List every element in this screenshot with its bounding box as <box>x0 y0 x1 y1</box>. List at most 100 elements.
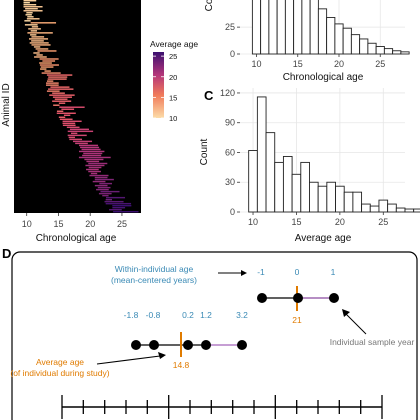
heatmap-row <box>68 136 75 139</box>
heatmap-row <box>79 150 105 153</box>
heatmap-row <box>81 148 101 151</box>
heatmap-row <box>25 8 38 10</box>
heatmap-row <box>67 130 94 133</box>
hist2-x-axis-label: Average age <box>295 233 352 244</box>
legend-tick-label: 15 <box>169 93 177 102</box>
heatmap-row <box>112 206 126 209</box>
heatmap-row <box>46 84 59 86</box>
heatmap-x-tick-label: 20 <box>85 219 95 229</box>
heatmap-row <box>58 102 66 104</box>
heatmap-row <box>46 74 73 76</box>
heatmap-row <box>27 32 53 34</box>
heatmap-x-tick-label: 10 <box>22 219 32 229</box>
heatmap-row <box>105 202 132 205</box>
histogram-bar <box>383 48 394 55</box>
heatmap-row <box>99 182 112 185</box>
legend-tick-label: 10 <box>169 114 177 123</box>
heatmap-row <box>109 208 122 211</box>
upper-mean-value: 21 <box>292 315 302 325</box>
heatmap-row <box>92 180 106 183</box>
heatmap-row <box>70 132 78 135</box>
heatmap-row <box>25 14 32 16</box>
histogram-bar <box>400 51 410 55</box>
heatmap-row <box>112 204 132 207</box>
histogram-bar <box>334 23 344 55</box>
heatmap-row <box>34 56 47 58</box>
histogram-bar <box>342 27 352 55</box>
heatmap-row <box>69 138 83 141</box>
heatmap-row <box>41 72 61 74</box>
histogram-bar <box>361 203 371 213</box>
within-age-label-line2: (mean-centered years) <box>111 275 197 285</box>
average-age-arrowhead <box>158 352 166 359</box>
heatmap-row <box>102 194 109 197</box>
hist2-y-axis-label: Count <box>199 138 210 165</box>
panel-c-label: C <box>204 88 214 103</box>
hist2-bars <box>248 96 420 213</box>
histogram-bar <box>317 185 328 213</box>
histogram-bar <box>369 205 380 213</box>
heatmap-row <box>59 118 73 121</box>
heatmap-row <box>23 2 30 4</box>
heatmap-row <box>49 94 75 96</box>
histogram-bar <box>395 207 406 213</box>
histogram-bar <box>282 155 293 213</box>
heatmap-row <box>90 172 98 175</box>
hist1-x-axis-label: Chronological age <box>283 72 364 83</box>
y-tick-label: 0 <box>230 207 235 217</box>
lower-sample-point-1 <box>131 340 141 350</box>
y-tick-label: 0 <box>230 49 235 59</box>
heatmap-row <box>40 68 47 70</box>
x-tick-label: 20 <box>334 59 344 69</box>
panel-heatmap: 10 15 20 25 Chronological age Animal ID <box>1 0 141 244</box>
histogram-bar <box>284 0 295 55</box>
timeline-ticks <box>61 395 383 419</box>
heatmap-row <box>29 38 49 40</box>
histogram-bar <box>375 46 385 55</box>
histogram-bar <box>260 0 270 55</box>
heatmap-row <box>82 154 102 157</box>
lower-value-3: 0.2 <box>182 310 194 320</box>
histogram-bar <box>392 50 402 55</box>
heatmap-row <box>35 48 49 50</box>
histogram-bar <box>248 150 258 213</box>
histogram-bar <box>387 203 397 213</box>
heatmap-row <box>67 134 87 137</box>
heatmap-row <box>63 114 71 116</box>
upper-value-1: -1 <box>257 267 265 277</box>
panel-d-schematic: D Within-individual age (mean-centered y… <box>2 246 418 420</box>
heatmap-row <box>23 6 43 8</box>
x-tick-label: 25 <box>378 217 388 227</box>
heatmap-x-tick-label: 25 <box>117 219 127 229</box>
x-tick-label: 25 <box>375 59 385 69</box>
heatmap-row <box>105 196 126 199</box>
heatmap-row <box>30 34 37 36</box>
histogram-bar <box>326 181 336 213</box>
panel-d-label: D <box>2 246 11 261</box>
heatmap-row <box>52 100 72 102</box>
heatmap-row <box>88 166 102 169</box>
histogram-bar <box>309 0 319 55</box>
upper-sample-point-1 <box>257 293 267 303</box>
heatmap-row <box>26 12 33 14</box>
x-tick-label: 20 <box>335 217 345 227</box>
histogram-bar <box>274 161 284 213</box>
heatmap-row <box>27 16 34 18</box>
heatmap-row <box>30 22 57 24</box>
hist1-bars <box>251 0 410 55</box>
histogram-bar <box>291 173 302 213</box>
heatmap-row <box>88 162 108 165</box>
heatmap-row <box>113 210 139 213</box>
panel-d-frame <box>11 251 418 420</box>
y-tick-label: 25 <box>225 22 235 32</box>
heatmap-row <box>97 186 111 189</box>
upper-value-3: 1 <box>331 267 336 277</box>
heatmap-row <box>44 70 51 72</box>
histogram-bar <box>251 0 262 55</box>
heatmap-row <box>62 122 76 125</box>
x-tick-label: 15 <box>291 217 301 227</box>
heatmap-row <box>40 66 54 68</box>
heatmap-row <box>31 26 39 28</box>
heatmap-row <box>86 160 100 163</box>
heatmap-row <box>50 86 70 88</box>
